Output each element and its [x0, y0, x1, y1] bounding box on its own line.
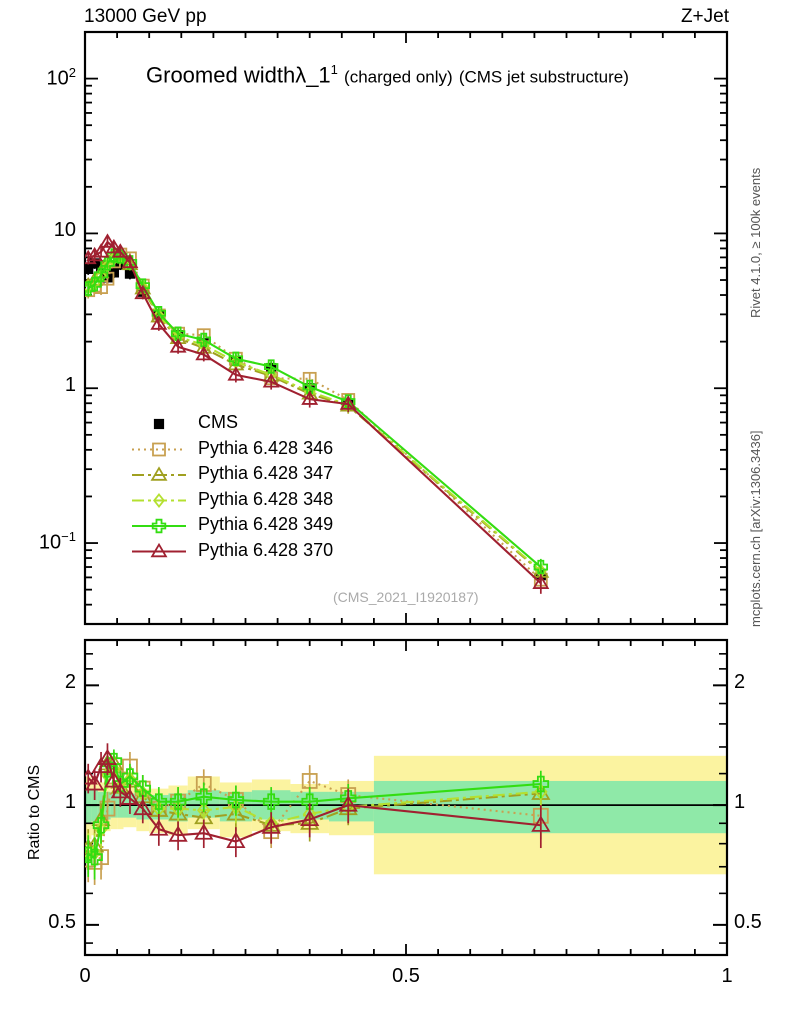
legend-item-4[interactable]: Pythia 6.428 349: [198, 514, 334, 534]
ratio-y-tick-left-1: 1: [64, 791, 76, 814]
main-y-tick-1: 10: [53, 219, 76, 242]
legend-item-3[interactable]: Pythia 6.428 348: [198, 488, 334, 509]
plot-title: Groomed widthλ_11 (charged only) (CMS je…: [146, 62, 629, 88]
plot-title-main: Groomed width: [146, 62, 296, 88]
plot-title-lambda: λ_1: [295, 62, 331, 88]
beam-energy-label: 13000 GeV pp: [84, 6, 207, 27]
analysis-id-watermark: (CMS_2021_I1920187): [333, 589, 479, 605]
plot-title-superscript: 1: [330, 62, 338, 77]
ratio-panel-series: [85, 743, 551, 885]
ratio-y-tick-right-1: 1: [734, 791, 746, 814]
main-y-tick-2: 1: [64, 374, 76, 397]
x-tick-0: 0: [79, 965, 91, 987]
legend-item-2[interactable]: Pythia 6.428 347: [198, 463, 334, 483]
x-tick-1: 0.5: [392, 965, 420, 987]
ratio-y-tick-left-0: 2: [64, 671, 76, 694]
process-label: Z+Jet: [680, 6, 729, 27]
ratio-uncertainty-bands: [85, 755, 727, 875]
ratio-y-tick-right-2: 0.5: [734, 910, 762, 933]
mcplots-reference-label: mcplots.cern.ch [arXiv:1306.3436]: [748, 430, 763, 627]
legend-item-0[interactable]: CMS: [198, 412, 238, 432]
plot-title-sub1: (charged only): [344, 67, 453, 87]
legend-item-5[interactable]: Pythia 6.428 370: [198, 539, 334, 560]
rivet-version-label: Rivet 4.1.0, ≥ 100k events: [748, 167, 763, 318]
ratio-panel-ticks: [84, 640, 728, 955]
main-panel-ticks: [84, 31, 728, 625]
main-panel-series: [85, 233, 550, 594]
ratio-y-tick-left-2: 0.5: [48, 910, 76, 933]
main-y-tick-0: 102: [46, 64, 76, 90]
ratio-y-tick-right-0: 2: [734, 671, 746, 694]
legend-glyphs: [132, 418, 186, 558]
legend-item-1[interactable]: Pythia 6.428 346: [198, 437, 334, 458]
plot-title-sub2: (CMS jet substructure): [458, 67, 629, 87]
main-y-tick-3: 10−1: [38, 529, 76, 554]
x-tick-2: 1: [721, 965, 733, 987]
